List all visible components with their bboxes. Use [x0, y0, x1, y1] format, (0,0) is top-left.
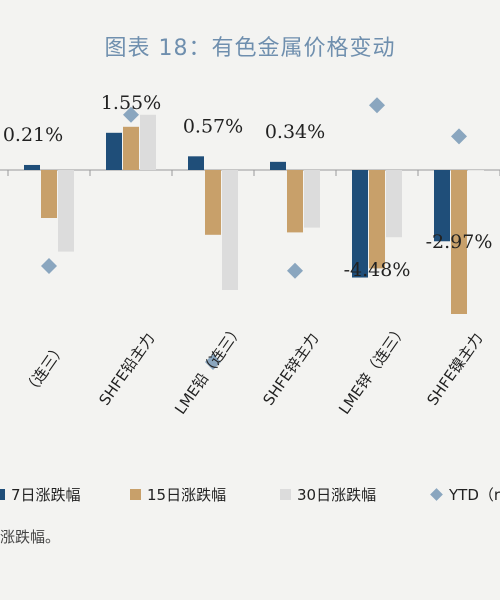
legend: 7日涨跌幅 15日涨跌幅 30日涨跌幅 YTD（r [0, 484, 500, 506]
bar-3-2 [140, 114, 156, 170]
bar-2-4 [287, 170, 303, 233]
legend-swatch-30d [280, 489, 291, 500]
legend-swatch-15d [130, 489, 141, 500]
bar-3-4 [304, 170, 320, 228]
footnote: 涨跌幅。 [0, 528, 61, 546]
ytd-point-5 [369, 97, 385, 114]
bar-2-3 [205, 170, 221, 235]
ytd-point-1 [41, 258, 57, 274]
bar-1-4 [270, 161, 286, 170]
legend-label-7d: 7日涨跌幅 [11, 486, 81, 504]
bar-3-6 [468, 170, 484, 171]
bar-1-2 [106, 132, 122, 170]
bar-1-3 [188, 156, 204, 170]
ytd-point-3 [205, 354, 221, 370]
bar-3-1 [58, 170, 74, 252]
legend-diamond-ytd [430, 488, 443, 501]
category-label-3: LME铅（连三） [171, 321, 246, 418]
legend-item-ytd: YTD（r [430, 484, 500, 505]
category-label-2: SHFE铅主力 [95, 330, 158, 409]
legend-label-30d: 30日涨跌幅 [297, 486, 377, 504]
data-label-6: -2.97% [426, 231, 493, 253]
legend-item-15d: 15日涨跌幅 [130, 484, 226, 505]
bar-1-1 [24, 164, 40, 170]
legend-swatch-7d [0, 489, 5, 500]
bar-2-6 [451, 170, 467, 314]
legend-item-30d: 30日涨跌幅 [280, 484, 376, 505]
category-label-6: SHFE镍主力 [423, 330, 486, 409]
category-label-1: （连三） [20, 339, 69, 398]
category-label-5: LME锌（连三） [335, 321, 410, 418]
ytd-point-2 [123, 106, 139, 123]
chart-title: 图表 18：有色金属价格变动 [104, 36, 396, 61]
data-label-5: -4.48% [344, 259, 411, 281]
bar-1-6 [434, 170, 450, 242]
ytd-point-6 [451, 128, 467, 145]
category-label-4: SHFE锌主力 [259, 330, 322, 409]
bar-3-3 [222, 170, 238, 290]
bar-2-2 [123, 126, 139, 170]
bar-1-5 [352, 170, 368, 278]
bar-3-5 [386, 170, 402, 238]
data-label-1: 0.21% [3, 124, 63, 146]
data-label-2: 1.55% [101, 92, 161, 114]
legend-item-7d: 7日涨跌幅 [0, 484, 81, 505]
bar-2-5 [369, 170, 385, 269]
data-label-3: 0.57% [183, 115, 243, 137]
legend-label-15d: 15日涨跌幅 [147, 486, 227, 504]
ytd-point-4 [287, 262, 303, 279]
data-label-4: 0.34% [265, 121, 325, 143]
legend-label-ytd: YTD（r [449, 486, 500, 504]
bar-2-1 [41, 170, 57, 218]
